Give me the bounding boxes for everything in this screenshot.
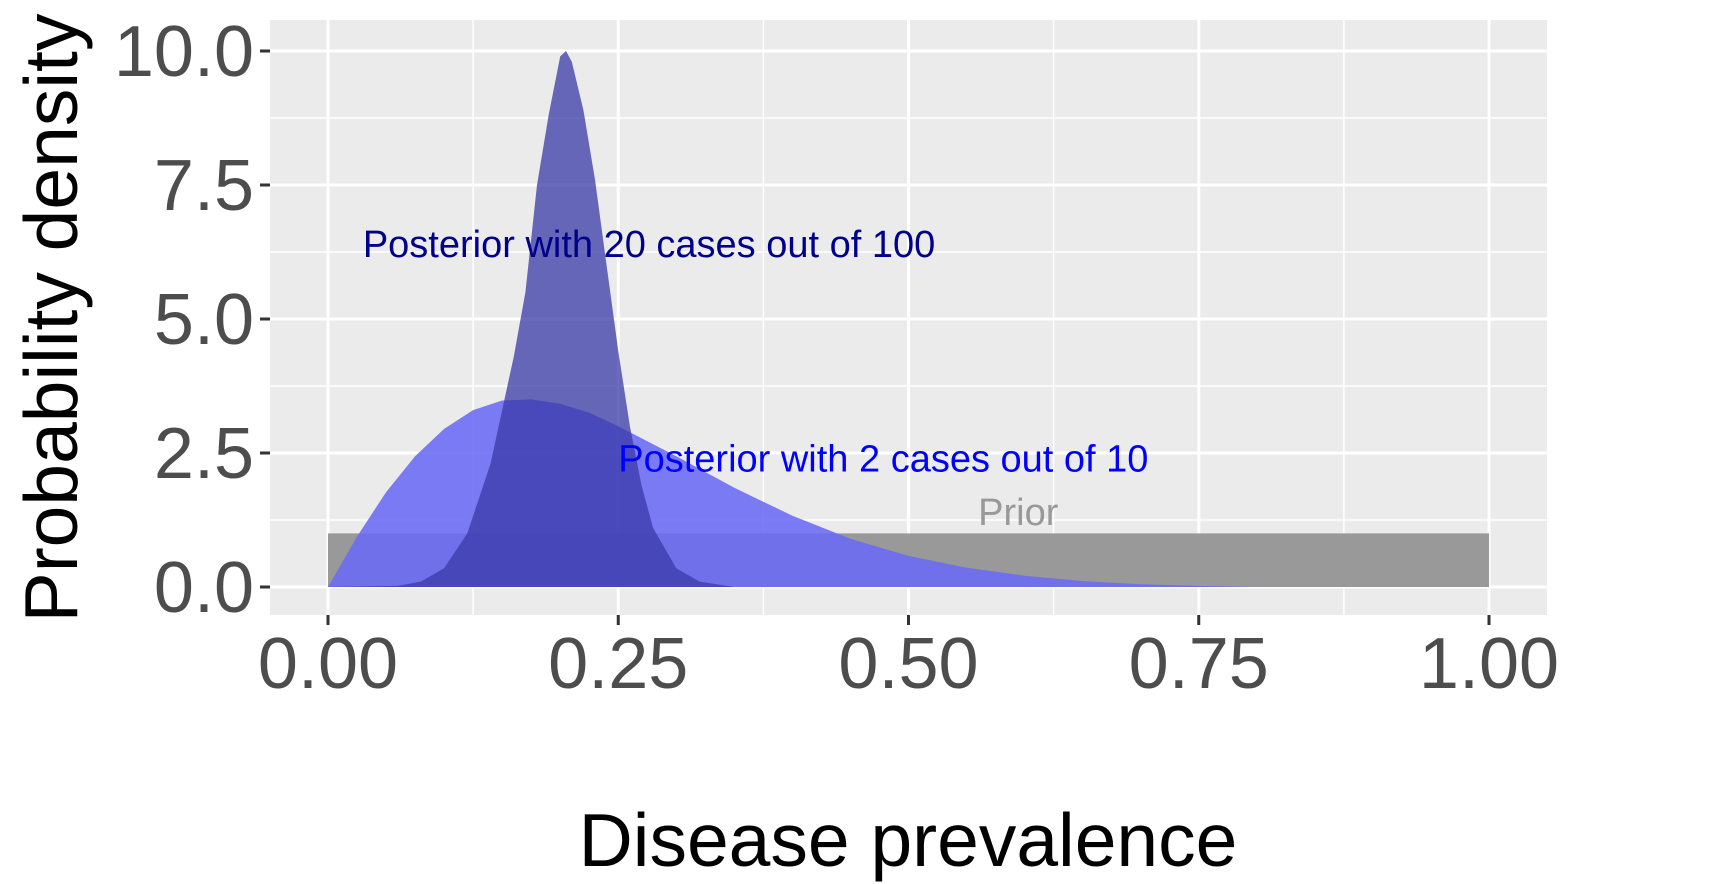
chart-annotations: Posterior with 20 cases out of 100 Poster…: [363, 224, 1149, 534]
x-tick-label: 0.75: [1129, 624, 1269, 704]
y-tick-label: 0.0: [154, 548, 254, 628]
annotation-label: Prior: [978, 492, 1059, 534]
x-tick-label: 0.25: [548, 624, 688, 704]
x-axis-title: Disease prevalence: [579, 798, 1238, 882]
x-tick-label: 0.00: [258, 624, 398, 704]
x-axis: 0.00 0.25 0.50 0.75 1.00: [258, 615, 1559, 704]
y-tick-label: 10.0: [114, 12, 254, 92]
y-tick-label: 5.0: [154, 280, 254, 360]
y-tick-label: 2.5: [154, 414, 254, 494]
x-tick-label: 1.00: [1419, 624, 1559, 704]
annotation-label: Posterior with 20 cases out of 100: [363, 224, 935, 266]
y-axis: 0.0 2.5 5.0 7.5 10.0: [114, 12, 270, 628]
y-axis-title: Probability density: [9, 13, 93, 622]
y-tick-label: 7.5: [154, 146, 254, 226]
x-tick-label: 0.50: [838, 624, 978, 704]
area-series-2: [328, 51, 1489, 587]
annotation-label: Posterior with 2 cases out of 10: [618, 438, 1148, 480]
chart-areas: [328, 51, 1489, 587]
